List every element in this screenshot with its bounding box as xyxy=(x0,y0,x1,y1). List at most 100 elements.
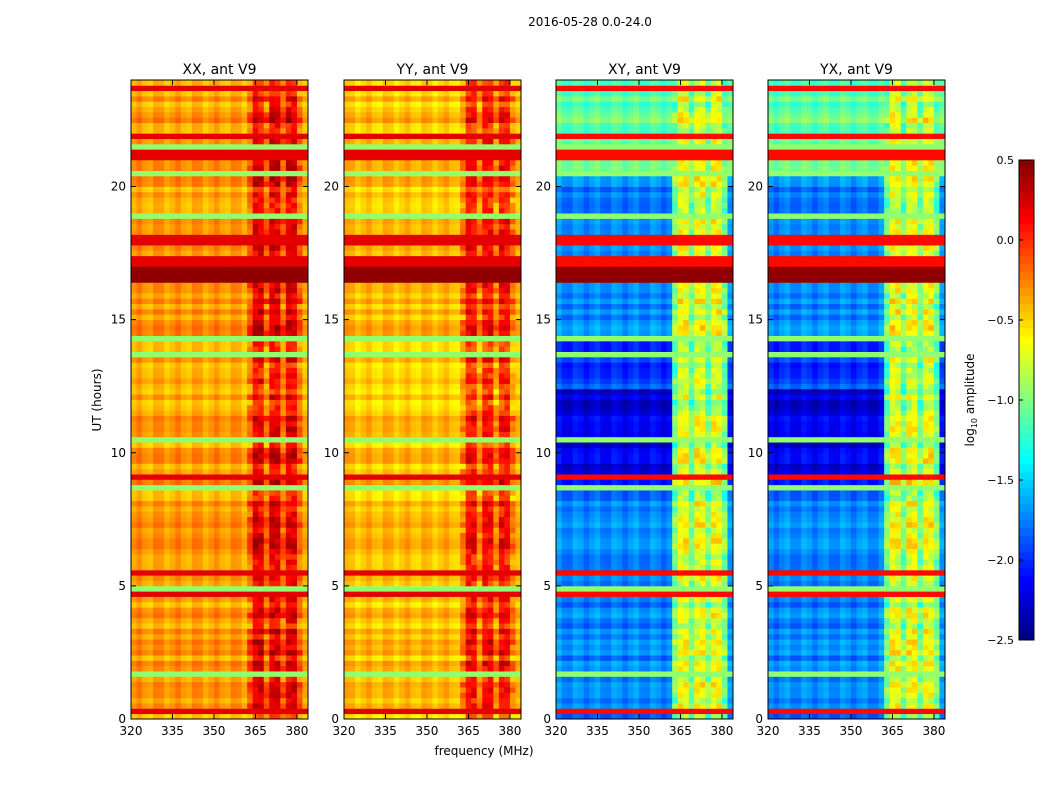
heatmap-cell xyxy=(482,708,489,715)
heatmap-cell xyxy=(421,665,428,672)
heatmap-cell xyxy=(136,330,143,337)
heatmap-cell xyxy=(355,655,361,661)
heatmap-cell xyxy=(349,548,356,555)
heatmap-cell xyxy=(197,399,204,406)
heatmap-cell xyxy=(230,287,237,294)
heatmap-cell xyxy=(285,692,292,699)
heatmap-cell xyxy=(236,532,243,539)
heatmap-cell xyxy=(258,468,265,475)
heatmap-cell xyxy=(449,649,456,656)
heatmap-cell xyxy=(213,511,220,518)
heatmap-cell xyxy=(147,261,154,267)
heatmap-cell xyxy=(241,660,248,667)
heatmap-cell xyxy=(175,569,182,576)
heatmap-cell xyxy=(136,378,143,384)
heatmap-cell xyxy=(131,665,137,672)
heatmap-cell xyxy=(241,511,248,518)
heatmap-cell xyxy=(449,559,456,565)
heatmap-cell xyxy=(197,127,204,134)
heatmap-cell xyxy=(291,383,298,390)
heatmap-cell xyxy=(382,532,389,539)
y-tick-label: 0 xyxy=(118,712,126,726)
heatmap-cell xyxy=(230,95,237,102)
heatmap-cell xyxy=(280,127,287,134)
heatmap-cell xyxy=(147,692,154,699)
heatmap-cell xyxy=(258,287,265,294)
heatmap-cell xyxy=(269,186,276,193)
heatmap-cell xyxy=(202,351,209,358)
heatmap-cell xyxy=(219,239,226,246)
heatmap-cell xyxy=(158,154,165,161)
heatmap-cell xyxy=(465,553,472,560)
heatmap-cell xyxy=(280,90,287,97)
heatmap-cell xyxy=(269,639,276,645)
heatmap-cell xyxy=(460,671,467,677)
heatmap-cell xyxy=(302,676,309,683)
heatmap-cell xyxy=(285,681,292,688)
heatmap-cell xyxy=(147,703,154,709)
heatmap-cell xyxy=(197,553,204,560)
heatmap-cell xyxy=(247,569,254,576)
heatmap-cell xyxy=(247,703,254,709)
heatmap-cell xyxy=(197,335,204,342)
heatmap-cell xyxy=(247,452,254,459)
heatmap-cell xyxy=(269,314,276,321)
heatmap-cell xyxy=(285,415,292,422)
heatmap-cell xyxy=(131,90,137,97)
heatmap-cell xyxy=(131,319,137,326)
heatmap-cell xyxy=(302,474,309,480)
heatmap-cell xyxy=(388,660,395,667)
heatmap-cell xyxy=(296,596,303,603)
heatmap-cell xyxy=(153,697,160,704)
heatmap-cell xyxy=(191,261,198,267)
heatmap-cell xyxy=(280,378,287,384)
heatmap-cell xyxy=(515,553,522,560)
heatmap-cell xyxy=(131,197,137,203)
heatmap-cell xyxy=(147,474,154,480)
heatmap-cell xyxy=(131,495,137,502)
heatmap-cell xyxy=(191,697,198,704)
heatmap-cell xyxy=(355,548,361,555)
heatmap-cell xyxy=(263,202,270,209)
heatmap-cell xyxy=(388,537,395,544)
heatmap-cell xyxy=(258,617,265,624)
heatmap-cell xyxy=(263,431,270,438)
heatmap-cell xyxy=(158,543,165,550)
heatmap-cell xyxy=(175,245,182,251)
heatmap-cell xyxy=(393,591,400,597)
heatmap-cell xyxy=(291,601,298,608)
heatmap-cell xyxy=(219,580,226,587)
heatmap-cell xyxy=(371,633,378,640)
heatmap-cell xyxy=(515,537,522,544)
heatmap-cell xyxy=(515,697,522,704)
heatmap-cell xyxy=(465,543,472,550)
heatmap-cell xyxy=(285,426,292,432)
heatmap-cell xyxy=(175,186,182,193)
heatmap-cell xyxy=(515,708,522,715)
heatmap-cell xyxy=(208,687,215,693)
heatmap-cell xyxy=(415,655,422,661)
heatmap-cell xyxy=(515,596,522,603)
heatmap-cell xyxy=(202,250,209,257)
heatmap-cell xyxy=(136,303,143,310)
heatmap-cell xyxy=(263,644,270,651)
heatmap-cell xyxy=(236,681,243,688)
heatmap-cell xyxy=(296,186,303,193)
heatmap-cell xyxy=(241,410,248,416)
heatmap-cell xyxy=(399,633,406,640)
heatmap-cell xyxy=(153,90,160,97)
heatmap-cell xyxy=(164,649,171,656)
heatmap-cell xyxy=(147,101,154,108)
heatmap-cell xyxy=(191,250,198,257)
heatmap-cell xyxy=(219,569,226,576)
heatmap-cell xyxy=(498,596,505,603)
heatmap-cell xyxy=(236,458,243,464)
heatmap-cell xyxy=(410,537,417,544)
heatmap-cell xyxy=(213,80,220,86)
heatmap-cell xyxy=(142,314,148,321)
heatmap-cell xyxy=(219,644,226,651)
heatmap-cell xyxy=(388,607,395,613)
heatmap-cell xyxy=(219,506,226,512)
heatmap-cell xyxy=(219,649,226,656)
heatmap-cell xyxy=(230,351,237,358)
